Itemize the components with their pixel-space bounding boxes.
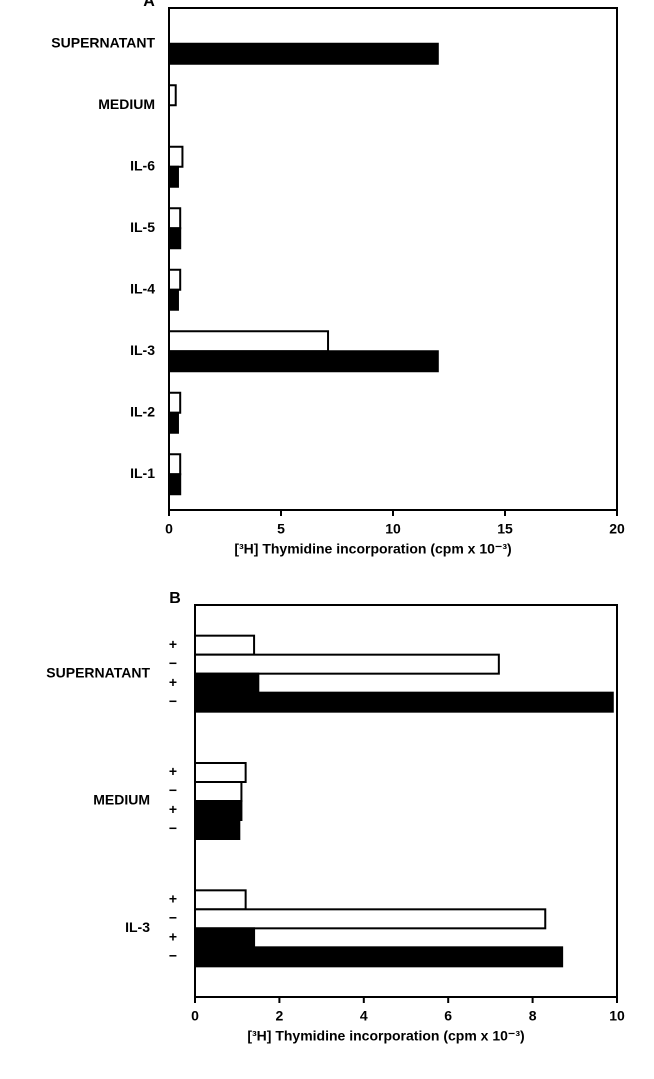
bar <box>194 800 243 821</box>
bar <box>168 288 179 311</box>
bar <box>194 819 241 840</box>
category-label: IL-3 <box>130 342 155 358</box>
bar <box>194 672 260 694</box>
category-label: IL-3 <box>125 919 150 935</box>
x-tick-label: 0 <box>191 1008 199 1024</box>
bar <box>194 691 614 713</box>
bar <box>168 330 330 353</box>
bar <box>168 473 182 496</box>
x-tick-label: 10 <box>385 521 401 537</box>
bar <box>168 268 182 291</box>
category-label: IL-4 <box>130 280 155 296</box>
x-tick-label: 10 <box>609 1008 625 1024</box>
plot-frame <box>168 7 618 511</box>
x-tick-label: 8 <box>529 1008 537 1024</box>
x-tick-label: 5 <box>277 521 285 537</box>
x-tick-label: 20 <box>609 521 625 537</box>
bar <box>168 84 177 107</box>
bar <box>194 889 247 911</box>
series-sign: + <box>169 763 177 779</box>
bar <box>194 653 500 675</box>
x-axis-label: [³H] Thymidine incorporation (cpm x 10⁻³… <box>234 541 511 557</box>
category-label: IL-5 <box>130 219 155 235</box>
bar <box>168 145 184 168</box>
bar <box>168 411 179 434</box>
bar <box>168 42 439 65</box>
category-label: IL-6 <box>130 157 155 173</box>
bar <box>194 634 256 656</box>
bar <box>168 207 182 230</box>
bar <box>168 453 182 476</box>
x-axis-label: [³H] Thymidine incorporation (cpm x 10⁻³… <box>247 1028 524 1044</box>
series-sign: + <box>169 636 177 652</box>
category-label: IL-1 <box>130 465 155 481</box>
bar <box>168 227 182 250</box>
panel-label: B <box>169 590 181 607</box>
x-tick-label: 15 <box>497 521 513 537</box>
bar <box>194 927 256 949</box>
series-sign: − <box>169 782 177 798</box>
series-sign: − <box>169 655 177 671</box>
series-sign: + <box>169 929 177 945</box>
category-label: SUPERNATANT <box>51 34 155 50</box>
x-tick-label: 0 <box>165 521 173 537</box>
x-tick-label: 4 <box>360 1008 368 1024</box>
bar <box>168 350 439 373</box>
bar <box>194 762 247 783</box>
bar <box>194 781 243 802</box>
series-sign: − <box>169 820 177 836</box>
bar <box>194 946 564 968</box>
series-sign: + <box>169 801 177 817</box>
category-label: MEDIUM <box>93 792 150 808</box>
panel-label: A <box>143 0 155 10</box>
category-label: IL-2 <box>130 403 155 419</box>
bar <box>168 391 182 414</box>
x-tick-label: 6 <box>444 1008 452 1024</box>
category-label: SUPERNATANT <box>46 664 150 680</box>
x-tick-label: 2 <box>276 1008 284 1024</box>
series-sign: − <box>169 948 177 964</box>
category-label: MEDIUM <box>98 96 155 112</box>
series-sign: + <box>169 891 177 907</box>
series-sign: − <box>169 910 177 926</box>
series-sign: − <box>169 693 177 709</box>
series-sign: + <box>169 674 177 690</box>
bar <box>168 165 179 188</box>
bar <box>194 908 547 930</box>
